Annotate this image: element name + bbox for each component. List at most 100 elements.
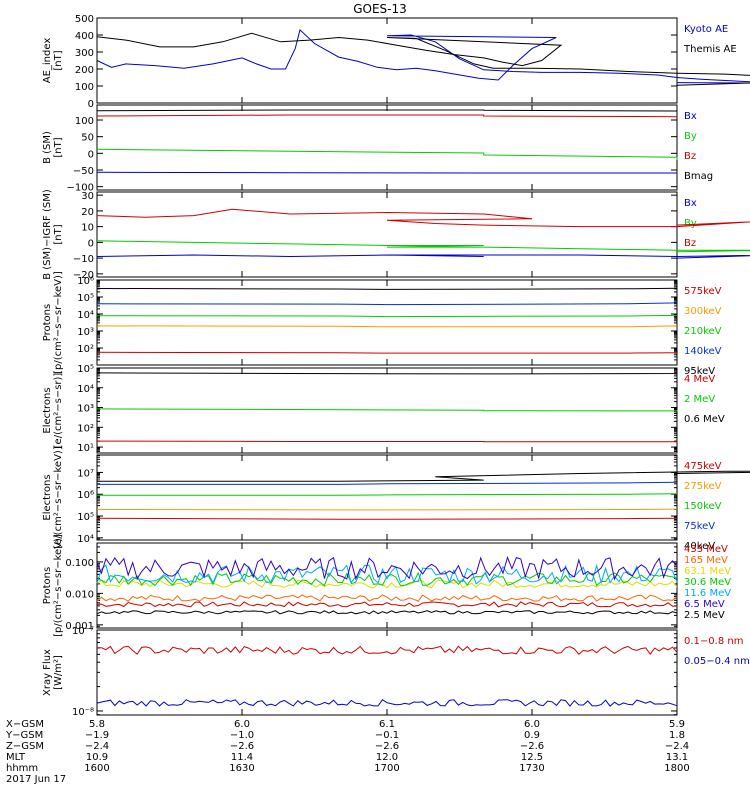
series-line <box>96 287 678 290</box>
y-tick-label: 10⁻⁸ <box>72 707 94 718</box>
legend-entry: 210keV <box>684 326 722 337</box>
y-axis-label: B (SM) <box>42 131 53 164</box>
y-tick-label: 10⁴ <box>77 384 94 395</box>
ephemeris-value: 1730 <box>519 763 544 774</box>
legend-entry: Bz <box>684 151 696 162</box>
y-tick-label: 200 <box>75 65 94 76</box>
series-line <box>97 470 750 482</box>
ephemeris-row-label: MLT <box>6 752 26 763</box>
y-tick-label: 0 <box>88 149 94 160</box>
legend-entry: 433 MeV <box>684 544 728 555</box>
legend-entry: Bx <box>684 111 697 122</box>
ephemeris-value: 6.0 <box>234 719 250 730</box>
series-line <box>96 610 678 615</box>
ephemeris-value: 6.1 <box>379 719 395 730</box>
ephemeris-value: 13.1 <box>666 752 688 763</box>
y-tick-label: 10⁻⁷ <box>72 626 94 637</box>
y-tick-label: 10⁵ <box>77 364 94 375</box>
y-tick-label: 0 <box>88 238 94 249</box>
panel-protons_mev: 0.001 0.010 0.100 Protons [p/(cm²−s−sr−keV)]… <box>42 534 731 637</box>
legend-entry: Bz <box>684 238 696 249</box>
ephemeris-value: 0.9 <box>524 730 540 741</box>
series-line <box>96 579 678 589</box>
series-line <box>96 314 678 318</box>
ephemeris-value: 1630 <box>229 763 254 774</box>
y-tick-label: 20 <box>81 207 94 218</box>
ephemeris-value: 10.9 <box>86 752 108 763</box>
ephemeris-value: 5.9 <box>669 719 685 730</box>
legend-entry: By <box>684 131 697 142</box>
panel-ae: 0 100 200 300 400 500 AE_index [nT] Kyoto AE Them… <box>42 14 750 110</box>
series-line <box>96 594 678 602</box>
y-axis-label: AE_index <box>42 38 53 84</box>
y-tick-label: 10⁵ <box>77 293 94 304</box>
ephemeris-row-label: Y−GSM <box>5 730 43 741</box>
legend-entry: Kyoto AE <box>684 24 728 35</box>
y-tick-label: 10³ <box>77 327 94 338</box>
series-line <box>96 517 678 520</box>
y-axis-label: [nT] <box>53 224 64 244</box>
y-tick-label: 10⁴ <box>77 534 94 545</box>
legend-entry: Themis AE <box>683 44 737 55</box>
y-axis-label: [nT] <box>53 50 64 70</box>
legend-entry: 4 MeV <box>684 374 715 385</box>
ephemeris-value: −2.4 <box>665 741 689 752</box>
series-line <box>96 171 678 174</box>
y-axis-label: [W/m²] <box>53 655 64 690</box>
legend-entry: 150keV <box>684 501 722 512</box>
series-line <box>96 148 678 160</box>
legend-entry: 6.5 MeV <box>684 599 725 610</box>
series-line <box>96 645 678 656</box>
ephemeris-value: 1600 <box>84 763 109 774</box>
panel-b_sm: −100 −50 0 50 100 B (SM) [nT] Bx By Bz Bmag <box>42 104 713 194</box>
ephemeris-value: 1.8 <box>669 730 685 741</box>
ephemeris-row-label: X−GSM <box>6 719 44 730</box>
ephemeris-value: 1700 <box>374 763 399 774</box>
y-tick-label: 0 <box>88 99 94 110</box>
y-tick-label: 0.100 <box>65 558 94 569</box>
y-tick-label: 10² <box>77 423 94 434</box>
legend-entry: 140keV <box>684 346 722 357</box>
ephemeris-row-label: Z−GSM <box>6 741 44 752</box>
y-tick-label: 10 <box>81 223 94 234</box>
series-line <box>96 408 678 412</box>
series-line <box>96 601 678 608</box>
legend-entry: 0.1−0.8 nm <box>684 636 743 647</box>
ephemeris-value: −1.9 <box>85 730 109 741</box>
y-axis-label: [nT] <box>53 137 64 157</box>
series-line <box>96 240 750 253</box>
series-line <box>96 699 678 707</box>
legend-entry: 0.6 MeV <box>684 414 725 425</box>
y-tick-label: −100 <box>67 183 94 194</box>
y-tick-label: 30 <box>81 191 94 202</box>
y-tick-label: 100 <box>75 82 94 93</box>
y-tick-label: 300 <box>75 48 94 59</box>
chart-title: GOES-13 <box>353 2 407 16</box>
y-tick-label: 0.001 <box>65 621 94 632</box>
legend-entry: 2 MeV <box>684 394 715 405</box>
ephemeris-value: 6.0 <box>524 719 540 730</box>
ephemeris-value: −1.0 <box>230 730 254 741</box>
y-tick-label: 10⁶ <box>77 490 94 501</box>
legend-entry: 95keV <box>684 366 715 377</box>
series-line <box>97 481 678 485</box>
y-tick-label: 10⁵ <box>77 512 94 523</box>
y-tick-label: −20 <box>73 270 94 281</box>
ephemeris-value: 12.5 <box>521 752 543 763</box>
series-line <box>96 302 678 306</box>
legend-entry: 475keV <box>684 461 722 472</box>
panel-frame <box>96 191 678 278</box>
y-tick-label: 10⁶ <box>77 276 94 287</box>
ephemeris-value: −2.6 <box>375 741 399 752</box>
series-line <box>96 372 678 375</box>
y-tick-label: 10⁴ <box>77 310 94 321</box>
y-axis-label: [p/(cm²−s−sr−keV)] <box>53 534 64 637</box>
series-line <box>96 563 678 585</box>
y-tick-label: 10² <box>77 344 94 355</box>
legend-entry: 575keV <box>684 286 722 297</box>
ephemeris-value: −2.6 <box>520 741 544 752</box>
y-tick-label: 100 <box>75 116 94 127</box>
